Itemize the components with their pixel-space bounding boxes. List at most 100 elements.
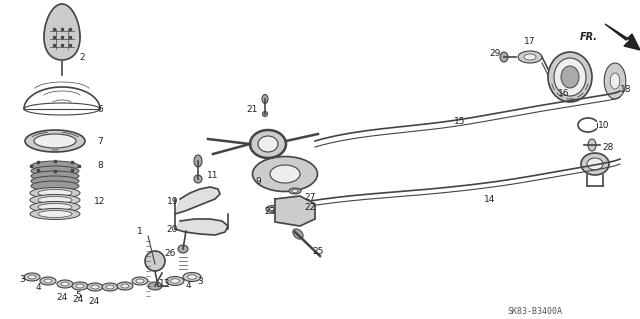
Ellipse shape	[31, 161, 79, 171]
Ellipse shape	[194, 175, 202, 183]
Ellipse shape	[604, 63, 626, 99]
Ellipse shape	[292, 189, 298, 192]
Text: 4: 4	[35, 283, 41, 292]
Ellipse shape	[290, 198, 300, 204]
Text: 13: 13	[159, 279, 171, 288]
Text: 24: 24	[88, 296, 100, 306]
Text: 20: 20	[166, 225, 178, 234]
Polygon shape	[44, 4, 80, 60]
Ellipse shape	[266, 205, 280, 212]
Ellipse shape	[30, 188, 80, 198]
Ellipse shape	[102, 283, 118, 291]
Text: 23: 23	[264, 206, 276, 216]
Ellipse shape	[76, 284, 84, 288]
Ellipse shape	[170, 279, 179, 283]
Ellipse shape	[31, 181, 79, 191]
Polygon shape	[175, 219, 228, 235]
Ellipse shape	[183, 272, 201, 281]
Text: 24: 24	[72, 294, 84, 303]
Text: SK83-B3400A: SK83-B3400A	[508, 307, 563, 315]
Ellipse shape	[117, 282, 133, 290]
Ellipse shape	[31, 166, 79, 176]
Ellipse shape	[262, 112, 268, 116]
Text: 2: 2	[79, 53, 85, 62]
Ellipse shape	[587, 158, 603, 170]
Ellipse shape	[72, 282, 88, 290]
Ellipse shape	[30, 209, 80, 219]
Ellipse shape	[269, 207, 276, 211]
Ellipse shape	[258, 136, 278, 152]
Ellipse shape	[554, 58, 586, 96]
Ellipse shape	[121, 284, 129, 288]
Text: 3: 3	[197, 277, 203, 286]
Ellipse shape	[136, 279, 144, 283]
Ellipse shape	[188, 275, 196, 279]
Text: 19: 19	[167, 197, 179, 205]
Ellipse shape	[38, 189, 72, 197]
Ellipse shape	[588, 139, 596, 151]
Ellipse shape	[61, 282, 69, 286]
Ellipse shape	[57, 280, 73, 288]
Ellipse shape	[25, 130, 85, 152]
Circle shape	[145, 251, 165, 271]
Text: 18: 18	[620, 85, 632, 93]
Ellipse shape	[34, 134, 76, 148]
Text: FR.: FR.	[580, 32, 598, 42]
Text: 29: 29	[490, 49, 500, 58]
Ellipse shape	[194, 155, 202, 167]
Polygon shape	[275, 196, 315, 226]
Ellipse shape	[610, 73, 620, 89]
Text: 12: 12	[94, 197, 106, 205]
Ellipse shape	[40, 277, 56, 285]
Ellipse shape	[548, 52, 592, 102]
Text: 3: 3	[19, 275, 25, 284]
Ellipse shape	[524, 54, 536, 60]
Ellipse shape	[178, 245, 188, 253]
Ellipse shape	[148, 282, 162, 290]
Ellipse shape	[31, 176, 79, 186]
Ellipse shape	[289, 188, 301, 194]
Ellipse shape	[250, 130, 286, 158]
Ellipse shape	[132, 277, 148, 285]
Ellipse shape	[31, 171, 79, 181]
Ellipse shape	[581, 153, 609, 175]
Text: 7: 7	[97, 137, 103, 145]
Ellipse shape	[518, 51, 542, 63]
Ellipse shape	[38, 204, 72, 211]
Text: 5: 5	[75, 291, 81, 300]
Ellipse shape	[166, 277, 184, 286]
Ellipse shape	[91, 285, 99, 289]
Ellipse shape	[253, 157, 317, 191]
Text: 27: 27	[304, 192, 316, 202]
Ellipse shape	[38, 211, 72, 218]
Text: 10: 10	[598, 121, 610, 130]
Ellipse shape	[500, 52, 508, 62]
Ellipse shape	[561, 66, 579, 88]
Polygon shape	[605, 24, 640, 50]
Text: 11: 11	[207, 172, 219, 181]
Text: 1: 1	[137, 226, 143, 235]
Ellipse shape	[28, 275, 36, 279]
Text: 6: 6	[97, 105, 103, 114]
Ellipse shape	[262, 94, 268, 103]
Ellipse shape	[38, 197, 72, 204]
Ellipse shape	[292, 200, 298, 202]
Text: 25: 25	[312, 247, 324, 256]
Text: 16: 16	[558, 90, 570, 99]
Text: 28: 28	[602, 143, 614, 152]
Ellipse shape	[87, 283, 103, 291]
Ellipse shape	[24, 273, 40, 281]
Text: 26: 26	[164, 249, 176, 258]
Ellipse shape	[270, 165, 300, 183]
Text: 17: 17	[524, 36, 536, 46]
Text: 8: 8	[97, 161, 103, 170]
Text: 14: 14	[484, 195, 496, 204]
Ellipse shape	[293, 229, 303, 239]
Ellipse shape	[30, 202, 80, 212]
Ellipse shape	[44, 279, 52, 283]
Text: 4: 4	[185, 280, 191, 290]
Text: 22: 22	[305, 203, 316, 211]
Ellipse shape	[30, 195, 80, 205]
Text: 21: 21	[246, 105, 258, 114]
Text: 9: 9	[255, 176, 261, 186]
